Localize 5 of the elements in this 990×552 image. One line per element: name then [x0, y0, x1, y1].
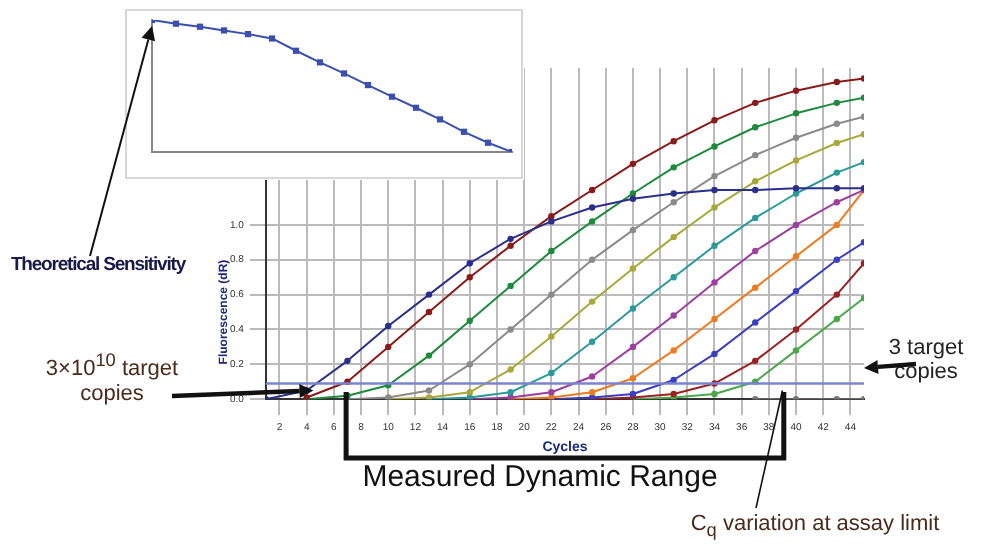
text: Theoretical Sensitivity	[8, 254, 188, 277]
text: Measured Dynamic Range	[360, 460, 720, 495]
annotation: C$_{q}$ variation at assay limit	[688, 512, 942, 541]
text: 3 target copies	[886, 336, 966, 385]
annotation: 3×10$^{10}$ target copies	[43, 350, 181, 406]
